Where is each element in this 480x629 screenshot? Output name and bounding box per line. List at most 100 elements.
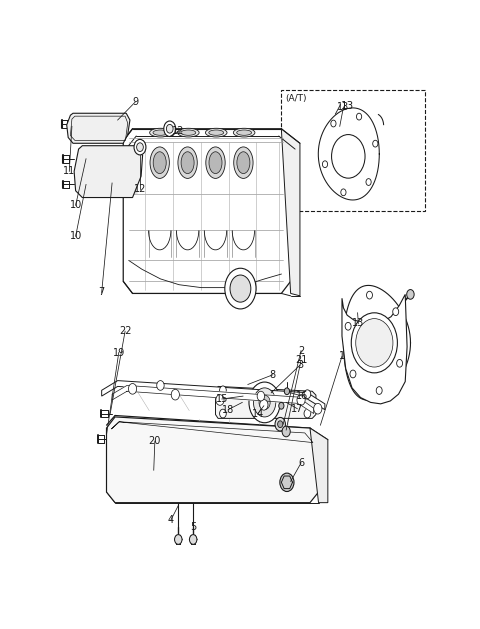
- Circle shape: [277, 421, 283, 428]
- Text: 15: 15: [216, 394, 228, 404]
- Text: 10: 10: [70, 231, 82, 242]
- Circle shape: [350, 370, 356, 378]
- Circle shape: [393, 308, 399, 316]
- Text: 9: 9: [132, 97, 138, 107]
- Circle shape: [304, 390, 311, 399]
- Circle shape: [171, 389, 180, 400]
- Circle shape: [345, 323, 351, 330]
- Text: 2: 2: [298, 345, 304, 355]
- Text: 3: 3: [297, 360, 303, 370]
- FancyBboxPatch shape: [281, 90, 424, 211]
- Polygon shape: [310, 428, 328, 503]
- Circle shape: [279, 403, 284, 409]
- Ellipse shape: [150, 147, 169, 179]
- Text: 16: 16: [297, 391, 309, 401]
- Circle shape: [167, 125, 173, 133]
- Text: 14: 14: [252, 409, 264, 418]
- Circle shape: [129, 384, 137, 394]
- Circle shape: [225, 268, 256, 309]
- Polygon shape: [216, 386, 316, 418]
- Ellipse shape: [153, 130, 168, 135]
- Polygon shape: [107, 417, 319, 503]
- Text: 13: 13: [337, 102, 349, 112]
- Circle shape: [282, 426, 290, 437]
- Circle shape: [357, 113, 361, 120]
- Circle shape: [230, 275, 251, 302]
- Circle shape: [134, 140, 146, 155]
- Polygon shape: [74, 146, 143, 198]
- Circle shape: [356, 319, 393, 367]
- Text: 5: 5: [190, 522, 196, 532]
- Text: 11: 11: [63, 167, 75, 176]
- Circle shape: [137, 143, 144, 152]
- Ellipse shape: [181, 152, 194, 174]
- Text: 6: 6: [298, 458, 304, 468]
- Ellipse shape: [234, 147, 253, 179]
- Text: 21: 21: [295, 355, 307, 365]
- Circle shape: [253, 388, 276, 417]
- Circle shape: [275, 418, 286, 431]
- Ellipse shape: [205, 128, 227, 137]
- Circle shape: [257, 391, 264, 401]
- Text: 1: 1: [339, 352, 345, 362]
- Circle shape: [304, 409, 311, 418]
- Circle shape: [366, 179, 371, 186]
- Text: 8: 8: [270, 370, 276, 380]
- Ellipse shape: [237, 152, 250, 174]
- Text: 10: 10: [70, 200, 82, 210]
- Text: 12: 12: [134, 184, 146, 194]
- Circle shape: [164, 121, 176, 136]
- Text: 18: 18: [222, 404, 234, 415]
- Ellipse shape: [178, 147, 197, 179]
- Text: 12: 12: [172, 126, 184, 136]
- Circle shape: [367, 291, 372, 299]
- Circle shape: [297, 394, 305, 405]
- Circle shape: [396, 359, 403, 367]
- Circle shape: [280, 473, 294, 491]
- Circle shape: [331, 120, 336, 127]
- Circle shape: [190, 535, 197, 544]
- Circle shape: [341, 189, 346, 196]
- Polygon shape: [123, 129, 290, 293]
- Circle shape: [156, 381, 164, 390]
- Circle shape: [351, 313, 397, 373]
- Circle shape: [323, 161, 328, 167]
- Circle shape: [216, 394, 224, 405]
- Text: (A/T): (A/T): [285, 94, 307, 103]
- Polygon shape: [344, 286, 410, 400]
- Ellipse shape: [233, 128, 255, 137]
- Text: 22: 22: [119, 326, 132, 337]
- Polygon shape: [102, 381, 325, 409]
- Circle shape: [219, 386, 226, 394]
- Circle shape: [219, 409, 226, 418]
- Circle shape: [332, 135, 365, 178]
- Ellipse shape: [181, 130, 196, 135]
- Circle shape: [260, 399, 268, 410]
- Polygon shape: [112, 386, 314, 413]
- Ellipse shape: [209, 152, 222, 174]
- Text: 20: 20: [149, 436, 161, 446]
- Ellipse shape: [209, 130, 224, 135]
- Text: 13: 13: [341, 101, 354, 111]
- Circle shape: [407, 289, 414, 299]
- Ellipse shape: [153, 152, 166, 174]
- Text: 19: 19: [113, 347, 125, 357]
- Circle shape: [284, 388, 289, 394]
- Text: 17: 17: [291, 404, 303, 414]
- Ellipse shape: [206, 147, 225, 179]
- Circle shape: [372, 140, 378, 147]
- Text: 7: 7: [98, 287, 105, 298]
- Circle shape: [376, 387, 382, 394]
- Circle shape: [259, 395, 270, 409]
- Circle shape: [175, 535, 182, 544]
- Text: 13: 13: [352, 318, 364, 328]
- Ellipse shape: [237, 130, 252, 135]
- Circle shape: [314, 403, 322, 414]
- Polygon shape: [281, 129, 300, 296]
- Circle shape: [249, 382, 280, 423]
- Text: 4: 4: [168, 515, 174, 525]
- Polygon shape: [67, 113, 130, 143]
- Ellipse shape: [178, 128, 199, 137]
- Polygon shape: [318, 108, 379, 200]
- Polygon shape: [342, 294, 407, 404]
